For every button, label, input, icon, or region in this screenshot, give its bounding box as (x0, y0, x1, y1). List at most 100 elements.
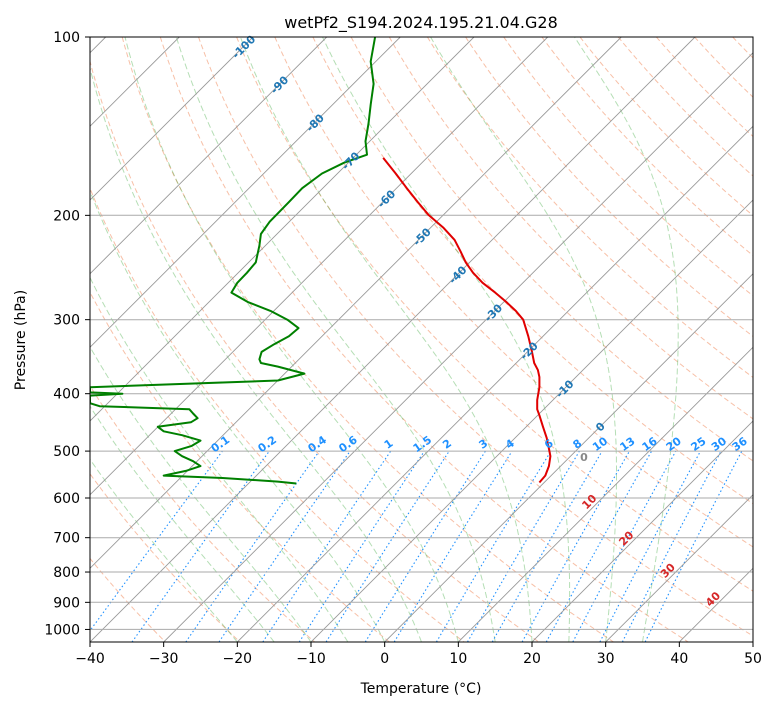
series-lines (90, 37, 552, 485)
x-tick-label: −20 (223, 651, 253, 667)
isotherm-label: -90 (268, 73, 291, 96)
moist-adiabat (124, 37, 459, 642)
mixing-ratio-line (621, 450, 722, 642)
mixing-ratio-label: 6 (542, 437, 556, 452)
isotherm-label: -10 (553, 377, 576, 400)
isotherm-label: -40 (446, 263, 469, 286)
x-tick-label: 50 (744, 651, 762, 667)
isotherm (90, 37, 328, 275)
x-tick-label: 0 (380, 651, 389, 667)
dry-adiabat (541, 37, 753, 257)
x-tick-label: 20 (523, 651, 541, 667)
grid-lines (90, 37, 753, 642)
mixing-ratio-line (545, 450, 653, 642)
mixing-ratio-line (218, 450, 351, 642)
dry-adiabat (159, 37, 689, 642)
temperature-profile-line (382, 157, 552, 484)
x-axis-label: Temperature (°C) (360, 681, 482, 697)
isotherm (605, 494, 753, 642)
dry-adiabat (236, 37, 753, 592)
isotherm-label: -20 (518, 339, 541, 362)
y-tick-label: 100 (53, 30, 80, 46)
moist-adiabat (175, 37, 496, 642)
moist-adiabat (90, 276, 349, 642)
mixing-ratio-label: 1.5 (411, 433, 434, 455)
isotherm-label: -60 (375, 187, 398, 210)
dry-adiabat (312, 37, 753, 505)
moist-adiabat (430, 37, 617, 642)
mixing-ratio-line (185, 450, 320, 642)
dry-adiabat (503, 37, 753, 297)
mixing-ratio-label: 0.4 (306, 433, 330, 455)
isotherm-label: -50 (411, 225, 434, 248)
moist-adiabat (90, 65, 422, 642)
dry-adiabat (617, 37, 753, 177)
dry-adiabat (694, 37, 753, 98)
isotherm-label: 0 (593, 420, 608, 435)
y-tick-label: 400 (53, 387, 80, 403)
dry-adiabat (426, 37, 753, 379)
isotherm-label: 30 (658, 560, 678, 580)
dry-adiabat (90, 291, 390, 642)
y-tick-label: 800 (53, 565, 80, 581)
dry-adiabat (350, 37, 753, 462)
isotherm (90, 37, 254, 201)
mixing-ratio-label: 0.6 (336, 433, 360, 455)
mixing-ratio-label: 2 (440, 437, 454, 452)
moist-adiabat (322, 37, 571, 642)
y-axis: 100 200 300 400 500 600 700 800 900 1000 (44, 30, 90, 638)
y-tick-label: 300 (53, 313, 80, 329)
dry-adiabat (90, 472, 241, 642)
dry-adiabat (465, 37, 753, 337)
isotherm (310, 199, 753, 642)
x-tick-label: 30 (597, 651, 615, 667)
mixing-ratio-line (572, 450, 677, 642)
dry-adiabat (656, 37, 753, 138)
moist-adiabat (90, 405, 275, 642)
x-tick-label: −40 (75, 651, 105, 667)
mixing-ratio-label: 0.2 (256, 433, 279, 455)
mixing-ratio-label: 1 (382, 437, 396, 452)
y-tick-label: 600 (53, 491, 80, 507)
x-tick-label: −10 (296, 651, 326, 667)
dry-adiabat (388, 37, 753, 420)
y-tick-label: 700 (53, 531, 80, 547)
mixing-ratio-line (521, 450, 630, 642)
isotherm (531, 420, 753, 642)
y-axis-label: Pressure (hPa) (13, 290, 29, 390)
mixing-ratio-label: 0.1 (209, 433, 232, 455)
isotherm (236, 125, 753, 642)
moist-adiabat (90, 458, 238, 642)
y-tick-label: 500 (53, 444, 80, 460)
dry-adiabat (121, 37, 614, 642)
x-axis: −40 −30 −20 −10 0 10 20 30 40 50 (75, 642, 762, 667)
dewpoint-profile-line (90, 37, 377, 485)
moist-adiabat (239, 37, 533, 642)
isotherm-label: -30 (482, 301, 505, 324)
y-tick-label: 200 (53, 208, 80, 224)
y-tick-label: 1000 (44, 622, 80, 638)
isotherm (90, 37, 401, 348)
mixing-ratio-line (298, 450, 425, 642)
moist-adiabat (90, 189, 386, 642)
x-tick-label: −30 (149, 651, 179, 667)
moist-adiabat (574, 37, 679, 642)
dry-adiabat (274, 37, 753, 548)
mixing-ratio-label: 4 (503, 437, 517, 452)
isotherm (90, 37, 622, 569)
isotherm (90, 37, 696, 642)
plot-frame (89, 36, 754, 643)
mixing-ratio-line (325, 450, 450, 642)
mixing-ratio-line (262, 450, 392, 642)
dry-adiabat (732, 37, 753, 59)
mixing-ratio-line (364, 450, 486, 642)
isotherm (90, 37, 549, 496)
isotherm (457, 346, 753, 642)
dry-adiabat (90, 384, 316, 642)
mixing-ratio-line (131, 450, 270, 642)
mixing-ratio-line (644, 450, 743, 642)
plot-area: 0.1 0.2 0.4 0.6 1 1.5 2 3 4 6 8 10 13 16 20 25 30 36-100-… (89, 33, 754, 643)
mixing-ratio-line (90, 450, 223, 632)
isotherm (384, 273, 753, 642)
